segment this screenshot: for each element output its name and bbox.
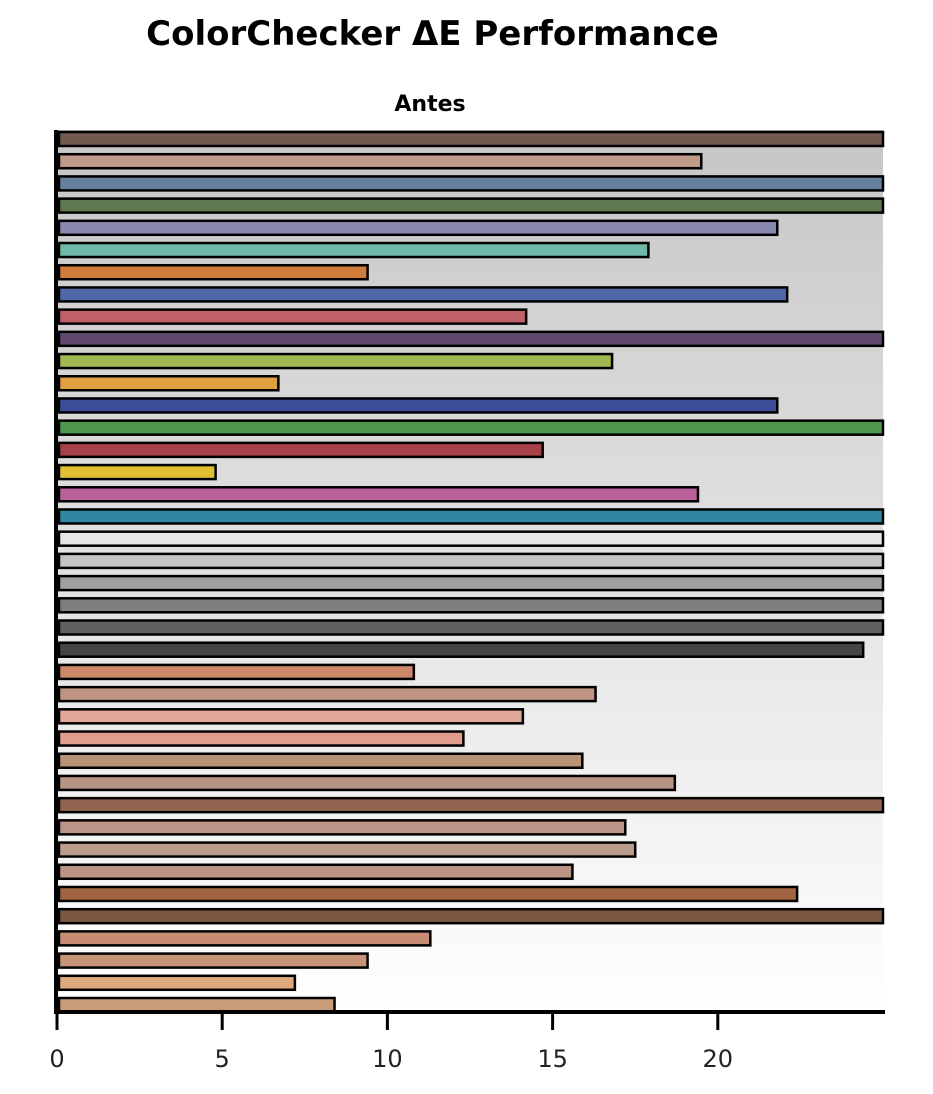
- bar: [57, 375, 280, 392]
- x-tick-label: 15: [537, 1045, 568, 1073]
- bar: [57, 796, 885, 814]
- bar: [57, 463, 217, 481]
- bar: [57, 263, 369, 281]
- bar: [57, 930, 432, 947]
- bar: [57, 974, 297, 992]
- bar: [57, 996, 336, 1014]
- bar: [57, 508, 885, 525]
- bar: [57, 330, 885, 348]
- bar: [57, 885, 799, 903]
- bar: [57, 286, 789, 303]
- bar: [57, 841, 637, 858]
- bar: [57, 419, 885, 436]
- bar: [57, 619, 885, 636]
- bar: [57, 530, 885, 547]
- bar: [57, 397, 779, 414]
- bar: [57, 597, 885, 614]
- chart-title: ColorChecker ΔE Performance: [146, 14, 719, 54]
- bar: [57, 175, 885, 192]
- bar: [57, 819, 627, 836]
- bar: [57, 552, 885, 570]
- x-tick-label: 10: [372, 1045, 403, 1073]
- x-tick-label: 0: [49, 1045, 64, 1073]
- bar: [57, 574, 885, 592]
- bar: [57, 641, 865, 658]
- bar: [57, 774, 677, 792]
- chart-subtitle: Antes: [394, 92, 466, 117]
- bar: [57, 708, 525, 725]
- x-tick-label: 5: [215, 1045, 230, 1073]
- bar: [57, 663, 416, 681]
- bar: [57, 730, 465, 747]
- bar: [57, 308, 528, 325]
- bar: [57, 685, 597, 703]
- bar: [57, 907, 885, 925]
- bar: [57, 130, 885, 148]
- x-tick-label: 20: [703, 1045, 734, 1073]
- bar: [57, 219, 779, 237]
- bar: [57, 197, 885, 214]
- bar: [57, 486, 700, 503]
- bar: [57, 952, 369, 969]
- bar: [57, 752, 584, 769]
- bar: [57, 152, 703, 170]
- bar: [57, 863, 574, 881]
- bar: [57, 352, 614, 370]
- bar: [57, 241, 650, 259]
- bar: [57, 441, 544, 459]
